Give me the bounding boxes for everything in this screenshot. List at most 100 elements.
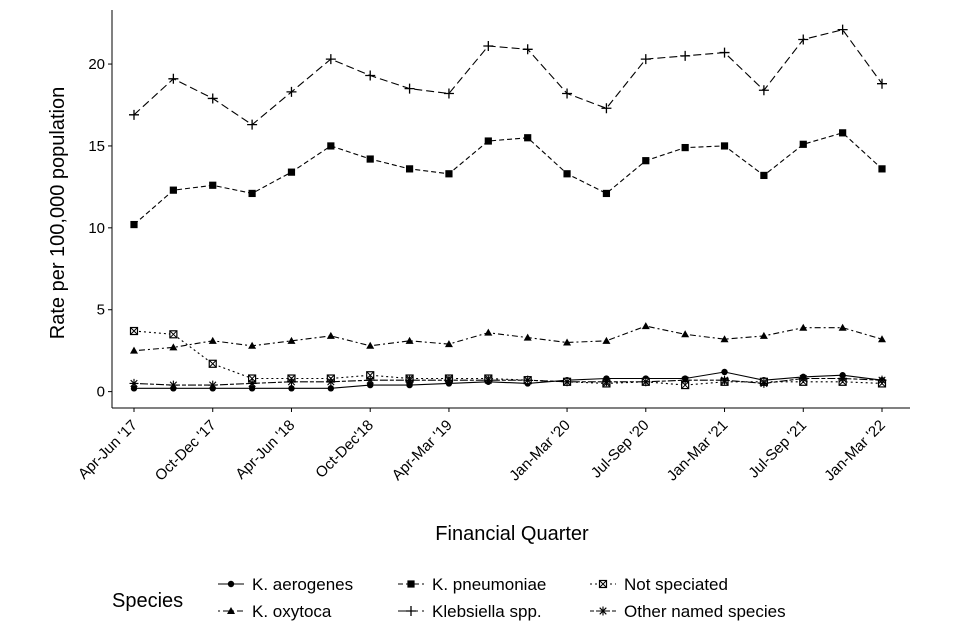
- legend-item-klebsiella-spp: Klebsiella spp.: [398, 602, 542, 621]
- marker-shape: [563, 170, 571, 178]
- x-tick-label: Jan-Mar '21: [664, 417, 732, 485]
- marker-shape: [405, 375, 415, 385]
- series-line-not-speciated: [133, 330, 883, 386]
- series-k-oxytoca: [130, 322, 886, 354]
- data-point: [563, 170, 571, 178]
- data-point: [130, 220, 138, 229]
- marker-shape: [247, 378, 257, 388]
- marker-shape: [601, 377, 611, 387]
- marker-shape: [680, 375, 690, 385]
- marker-shape: [758, 85, 769, 96]
- x-tick-label: Oct-Dec '17: [152, 417, 220, 485]
- data-point: [484, 328, 493, 336]
- series-layer: [129, 24, 887, 392]
- marker-shape: [326, 331, 335, 339]
- marker-shape: [168, 380, 178, 390]
- marker-shape: [483, 375, 493, 385]
- y-axis: 0 5 10 15 20: [88, 10, 113, 408]
- legend-key-marker: [406, 606, 416, 616]
- marker-shape: [878, 165, 886, 173]
- marker-shape: [209, 181, 217, 189]
- data-point: [563, 338, 572, 346]
- data-point: [404, 83, 415, 94]
- marker-shape: [129, 378, 139, 388]
- marker-shape: [719, 47, 730, 58]
- y-tick-label: 0: [97, 384, 105, 401]
- data-point: [562, 88, 573, 99]
- data-point: [287, 336, 296, 344]
- marker-shape: [286, 86, 297, 97]
- marker-shape: [641, 322, 650, 330]
- marker-shape: [563, 338, 572, 346]
- y-tick-label: 15: [88, 138, 105, 155]
- marker-shape: [168, 73, 179, 84]
- marker-shape: [208, 380, 218, 390]
- marker-shape: [444, 340, 453, 348]
- marker-shape: [523, 333, 532, 341]
- data-point: [207, 93, 218, 104]
- data-point: [208, 359, 217, 368]
- marker-shape: [367, 381, 374, 389]
- legend-label: K. pneumoniae: [432, 575, 546, 594]
- x-tick-label: Jul-Sep '21: [745, 417, 810, 482]
- marker-shape: [130, 346, 138, 354]
- marker-shape: [838, 374, 848, 384]
- legend-item-k-pneumoniae: K. pneumoniae: [398, 575, 546, 594]
- marker-shape: [405, 165, 414, 173]
- legend-item-k-aerogenes: K. aerogenes: [218, 575, 353, 594]
- marker-shape: [208, 336, 217, 344]
- y-axis-title: Rate per 100,000 population: [47, 87, 69, 339]
- data-point: [168, 380, 178, 390]
- data-point: [248, 341, 257, 349]
- data-point: [720, 375, 730, 385]
- marker-shape: [227, 607, 235, 614]
- marker-shape: [129, 109, 139, 120]
- marker-shape: [288, 385, 295, 392]
- marker-shape: [366, 155, 374, 163]
- x-tick-label: Oct-Dec'18: [312, 417, 377, 482]
- marker-shape: [327, 385, 335, 392]
- data-point: [169, 186, 177, 194]
- marker-shape: [406, 381, 413, 389]
- series-line-k-oxytoca: [133, 325, 883, 352]
- data-point: [878, 335, 886, 343]
- marker-shape: [798, 34, 809, 45]
- x-tick-label: Jan-Mar '22: [821, 417, 889, 485]
- marker-shape: [169, 330, 178, 339]
- marker-shape: [877, 375, 887, 385]
- data-point: [602, 189, 611, 198]
- marker-shape: [602, 336, 611, 344]
- data-point: [130, 346, 138, 354]
- marker-shape: [248, 189, 256, 198]
- data-point: [129, 326, 139, 336]
- marker-shape: [405, 336, 414, 344]
- series-klebsiella-spp: [129, 24, 887, 130]
- data-point: [326, 377, 336, 387]
- legend-key-marker: [598, 579, 608, 589]
- marker-shape: [327, 142, 335, 150]
- legend-item-other-named-species: Other named species: [590, 602, 786, 621]
- y-tick-label: 10: [88, 220, 105, 237]
- data-point: [130, 385, 138, 392]
- marker-shape: [404, 83, 415, 94]
- marker-shape: [522, 44, 533, 55]
- series-line-k-pneumoniae: [133, 132, 883, 226]
- marker-shape: [681, 330, 690, 338]
- marker-shape: [562, 88, 573, 99]
- data-point: [405, 375, 415, 385]
- marker-shape: [680, 50, 691, 61]
- data-point: [838, 323, 847, 331]
- data-point: [366, 155, 374, 163]
- legend-label: Not speciated: [624, 575, 728, 594]
- x-tick-label: Apr-Mar '19: [389, 417, 456, 484]
- data-point: [837, 24, 848, 35]
- data-point: [247, 378, 257, 388]
- data-point: [168, 73, 179, 84]
- marker-shape: [287, 336, 296, 344]
- legend-key-marker: [227, 607, 235, 614]
- series-other-named-species: [129, 374, 887, 390]
- marker-shape: [445, 170, 453, 178]
- marker-shape: [720, 142, 729, 150]
- marker-shape: [524, 134, 532, 142]
